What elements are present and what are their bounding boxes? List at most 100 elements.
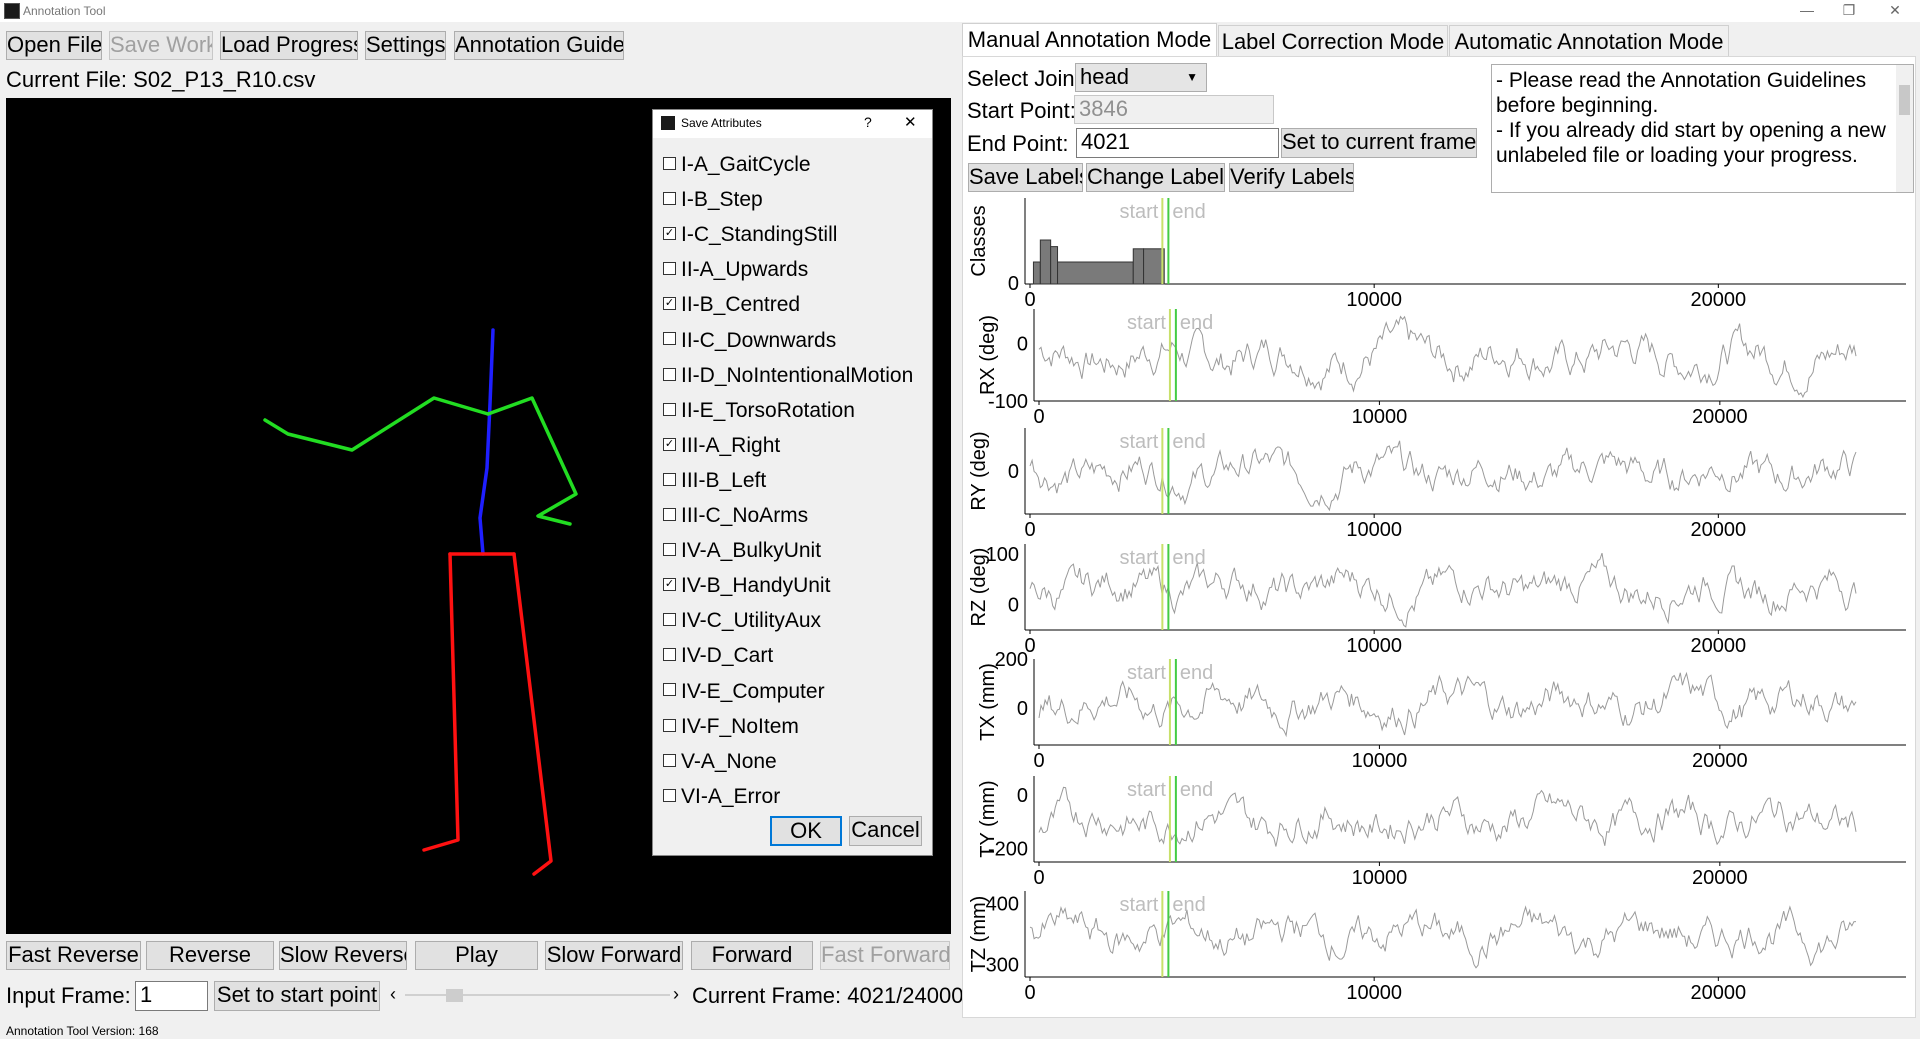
frame-slider-handle[interactable] — [446, 989, 463, 1002]
checkbox-unchecked-icon[interactable] — [663, 262, 676, 276]
save-attributes-dialog: Save Attributes ? ✕ I-A_GaitCycle I-B_Ste… — [652, 109, 933, 856]
minimize-button[interactable]: — — [1800, 2, 1814, 18]
attribute-checkbox[interactable]: ✓ IV-B_HandyUnit — [663, 574, 830, 598]
checkbox-unchecked-icon[interactable] — [663, 192, 676, 206]
attribute-checkbox[interactable]: II-A_Upwards — [663, 258, 808, 282]
attribute-checkbox[interactable]: ✓ I-C_StandingStill — [663, 223, 837, 247]
set-start-point-button[interactable]: Set to start point — [214, 981, 380, 1011]
fast-reverse-button[interactable]: Fast Reverse — [6, 941, 141, 970]
attribute-checkbox[interactable]: II-C_Downwards — [663, 329, 836, 353]
dialog-close-button[interactable]: ✕ — [904, 114, 917, 131]
verify-labels-button[interactable]: Verify Labels — [1229, 163, 1354, 192]
slider-left-arrow[interactable]: ‹ — [390, 984, 396, 1004]
fast-forward-button[interactable]: Fast Forward — [820, 941, 950, 970]
dialog-title-bar — [653, 110, 932, 138]
chevron-down-icon: ▼ — [1186, 70, 1198, 84]
checkbox-unchecked-icon[interactable] — [663, 753, 676, 767]
attribute-checkbox[interactable]: I-A_GaitCycle — [663, 153, 811, 177]
attribute-checkbox[interactable]: III-C_NoArms — [663, 504, 808, 528]
attribute-checkbox[interactable]: III-B_Left — [663, 469, 766, 493]
checkbox-unchecked-icon[interactable] — [663, 507, 676, 521]
plot-ytick-label: -200 — [988, 839, 1028, 861]
tab-label-correction[interactable]: Label Correction Mode — [1218, 25, 1448, 57]
end-marker-label: end — [1172, 547, 1205, 569]
checkbox-unchecked-icon[interactable] — [663, 788, 676, 802]
save-labels-button[interactable]: Save Labels — [968, 163, 1083, 192]
attribute-label: II-E_TorsoRotation — [681, 398, 855, 422]
plot-ylabel: TY (mm) — [977, 780, 999, 857]
play-button[interactable]: Play — [415, 941, 538, 970]
slow-forward-button[interactable]: Slow Forward — [545, 941, 683, 970]
start-marker-label: start — [1119, 431, 1158, 453]
attribute-checkbox[interactable]: II-E_TorsoRotation — [663, 399, 855, 423]
attribute-checkbox[interactable]: ✓ III-A_Right — [663, 434, 780, 458]
attribute-checkbox[interactable]: IV-F_NoItem — [663, 715, 799, 739]
attribute-checkbox[interactable]: V-A_None — [663, 750, 777, 774]
start-point-field[interactable]: 3846 — [1074, 95, 1274, 124]
checkbox-checked-icon[interactable]: ✓ — [663, 578, 676, 592]
load-progress-button[interactable]: Load Progress — [220, 31, 358, 60]
plot-ytick-label: 100 — [986, 544, 1019, 566]
set-current-frame-button[interactable]: Set to current frame — [1281, 128, 1477, 158]
dialog-help-button[interactable]: ? — [864, 114, 872, 130]
reverse-button[interactable]: Reverse — [146, 941, 274, 970]
attribute-checkbox[interactable]: IV-C_UtilityAux — [663, 609, 821, 633]
attribute-checkbox[interactable]: IV-D_Cart — [663, 644, 773, 668]
checkbox-unchecked-icon[interactable] — [663, 402, 676, 416]
forward-button[interactable]: Forward — [691, 941, 813, 970]
info-text: - Please read the Annotation Guidelines … — [1496, 69, 1886, 167]
settings-button[interactable]: Settings — [365, 31, 446, 60]
checkbox-unchecked-icon[interactable] — [663, 472, 676, 486]
open-file-button[interactable]: Open File — [6, 31, 102, 60]
attribute-checkbox[interactable]: ✓ II-B_Centred — [663, 293, 800, 317]
attribute-checkbox[interactable]: IV-A_BulkyUnit — [663, 539, 821, 563]
end-point-field[interactable]: 4021 — [1076, 128, 1279, 158]
attribute-label: VI-A_Error — [681, 784, 781, 808]
checkbox-unchecked-icon[interactable] — [663, 367, 676, 381]
checkbox-checked-icon[interactable]: ✓ — [663, 227, 676, 241]
checkbox-unchecked-icon[interactable] — [663, 718, 676, 732]
checkbox-checked-icon[interactable]: ✓ — [663, 437, 676, 451]
checkbox-unchecked-icon[interactable] — [663, 613, 676, 627]
attribute-checkbox[interactable]: IV-E_Computer — [663, 680, 825, 704]
dialog-app-icon — [661, 116, 675, 130]
save-work-button[interactable]: Save Work — [109, 31, 213, 60]
cancel-button[interactable]: Cancel — [849, 816, 922, 846]
plot-xtick-label: 10000 — [1352, 750, 1408, 772]
info-scrollbar-thumb[interactable] — [1899, 85, 1910, 115]
plot-xtick-label: 10000 — [1346, 519, 1402, 541]
ok-button[interactable]: OK — [770, 816, 842, 846]
checkbox-unchecked-icon[interactable] — [663, 683, 676, 697]
slider-right-arrow[interactable]: › — [673, 984, 679, 1004]
change-labels-button[interactable]: Change Labels — [1086, 163, 1225, 192]
attribute-checkbox[interactable]: VI-A_Error — [663, 785, 780, 809]
attribute-checkbox[interactable]: II-D_NoIntentionalMotion — [663, 364, 913, 388]
plot-xtick-label: 0 — [1024, 289, 1035, 311]
checkbox-unchecked-icon[interactable] — [663, 543, 676, 557]
end-marker-label: end — [1172, 894, 1205, 916]
checkbox-unchecked-icon[interactable] — [663, 332, 676, 346]
plot-ytick-label: 300 — [986, 955, 1019, 977]
plot-ytick-label: 0 — [1008, 273, 1019, 295]
checkbox-unchecked-icon[interactable] — [663, 156, 676, 170]
tab-manual-annotation[interactable]: Manual Annotation Mode — [962, 23, 1217, 57]
start-marker-label: start — [1127, 662, 1166, 684]
attribute-label: IV-A_BulkyUnit — [681, 539, 822, 563]
attribute-label: IV-E_Computer — [681, 679, 825, 703]
plot-ytick-label: 400 — [986, 893, 1019, 915]
frame-slider-track[interactable] — [405, 994, 670, 996]
select-joint-dropdown[interactable]: head ▼ — [1075, 63, 1207, 92]
current-frame-label: Current Frame: 4021/24000 — [692, 983, 964, 1008]
attribute-checkbox[interactable]: I-B_Step — [663, 188, 763, 212]
annotation-guide-button[interactable]: Annotation Guide — [454, 31, 624, 60]
checkbox-unchecked-icon[interactable] — [663, 648, 676, 662]
restore-button[interactable]: ❐ — [1842, 2, 1856, 18]
input-frame-field[interactable]: 1 — [135, 981, 208, 1011]
slow-reverse-button[interactable]: Slow Reverse — [279, 941, 407, 970]
info-textbox[interactable]: - Please read the Annotation Guidelines … — [1491, 64, 1914, 193]
checkbox-checked-icon[interactable]: ✓ — [663, 297, 676, 311]
close-window-button[interactable]: ✕ — [1889, 2, 1901, 18]
tab-automatic-annotation[interactable]: Automatic Annotation Mode — [1449, 25, 1729, 57]
plot-ytick-label: 0 — [1017, 785, 1028, 807]
